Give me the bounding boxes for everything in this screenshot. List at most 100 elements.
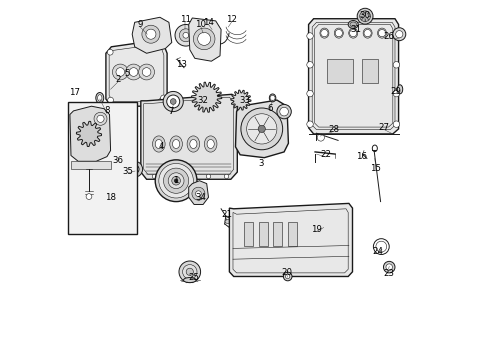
Circle shape xyxy=(193,28,215,50)
Circle shape xyxy=(179,261,200,283)
Circle shape xyxy=(202,93,211,102)
Text: 19: 19 xyxy=(310,225,321,234)
Circle shape xyxy=(246,114,276,144)
Ellipse shape xyxy=(397,85,402,94)
Text: 13: 13 xyxy=(176,60,186,69)
Circle shape xyxy=(395,31,402,38)
Text: 7: 7 xyxy=(167,107,173,116)
Ellipse shape xyxy=(224,219,231,224)
Text: 9: 9 xyxy=(137,20,142,29)
Circle shape xyxy=(320,30,327,37)
Circle shape xyxy=(335,30,342,37)
Circle shape xyxy=(197,32,210,45)
Circle shape xyxy=(170,99,176,104)
Circle shape xyxy=(237,97,244,103)
Circle shape xyxy=(85,130,93,138)
Ellipse shape xyxy=(155,140,162,149)
Text: 3: 3 xyxy=(258,159,263,168)
Ellipse shape xyxy=(187,136,199,152)
Circle shape xyxy=(349,30,356,37)
Text: 24: 24 xyxy=(371,248,383,256)
Circle shape xyxy=(306,62,313,68)
Circle shape xyxy=(145,29,156,39)
Circle shape xyxy=(159,163,193,198)
Text: 33: 33 xyxy=(239,96,249,105)
Circle shape xyxy=(258,125,265,132)
Ellipse shape xyxy=(206,140,214,149)
Circle shape xyxy=(356,8,372,24)
Circle shape xyxy=(129,68,138,76)
Bar xyxy=(258,222,267,246)
Circle shape xyxy=(378,30,385,37)
Text: 27: 27 xyxy=(378,123,389,132)
Text: 11: 11 xyxy=(179,15,190,24)
Circle shape xyxy=(152,174,156,179)
Ellipse shape xyxy=(169,136,182,152)
Circle shape xyxy=(224,174,228,179)
Circle shape xyxy=(269,95,275,100)
Circle shape xyxy=(359,11,370,22)
Text: 14: 14 xyxy=(203,18,214,27)
Text: 28: 28 xyxy=(327,125,339,134)
Text: 34: 34 xyxy=(195,193,206,202)
Circle shape xyxy=(383,261,394,273)
Circle shape xyxy=(112,64,128,80)
Circle shape xyxy=(168,173,183,189)
Text: 10: 10 xyxy=(195,20,205,29)
Circle shape xyxy=(182,265,197,279)
Polygon shape xyxy=(141,94,237,179)
Ellipse shape xyxy=(349,22,356,27)
Ellipse shape xyxy=(98,95,102,101)
Polygon shape xyxy=(132,17,171,53)
Circle shape xyxy=(97,115,104,122)
Circle shape xyxy=(174,179,178,183)
Text: 35: 35 xyxy=(122,166,133,176)
Circle shape xyxy=(163,168,188,193)
Circle shape xyxy=(283,272,291,281)
Text: 2: 2 xyxy=(115,76,120,85)
Ellipse shape xyxy=(152,136,165,152)
Circle shape xyxy=(285,274,289,279)
Circle shape xyxy=(86,194,92,199)
Circle shape xyxy=(306,33,313,39)
Text: 8: 8 xyxy=(104,107,109,116)
Circle shape xyxy=(133,167,136,171)
Polygon shape xyxy=(188,18,221,61)
Ellipse shape xyxy=(269,94,275,102)
Text: 18: 18 xyxy=(105,193,116,202)
Text: 15: 15 xyxy=(369,164,381,173)
Text: 6: 6 xyxy=(266,104,272,113)
Circle shape xyxy=(206,174,210,179)
Circle shape xyxy=(142,25,160,43)
Circle shape xyxy=(160,95,166,101)
Text: 21: 21 xyxy=(221,210,232,219)
Bar xyxy=(273,222,282,246)
Text: 20: 20 xyxy=(281,269,291,277)
Circle shape xyxy=(276,104,291,119)
Polygon shape xyxy=(235,100,288,158)
Text: 29: 29 xyxy=(389,87,400,96)
Circle shape xyxy=(179,29,192,42)
Polygon shape xyxy=(76,121,102,147)
Circle shape xyxy=(116,68,124,76)
Ellipse shape xyxy=(172,140,179,149)
Circle shape xyxy=(171,176,180,185)
Circle shape xyxy=(155,160,197,202)
Circle shape xyxy=(306,90,313,97)
Bar xyxy=(244,222,253,246)
Text: 31: 31 xyxy=(350,25,361,34)
Circle shape xyxy=(392,62,399,68)
Ellipse shape xyxy=(347,21,358,28)
Circle shape xyxy=(392,28,405,41)
Polygon shape xyxy=(230,90,250,110)
Polygon shape xyxy=(229,203,352,276)
Bar xyxy=(71,161,111,169)
Polygon shape xyxy=(106,40,167,106)
Ellipse shape xyxy=(189,140,197,149)
Circle shape xyxy=(125,64,141,80)
Text: 1: 1 xyxy=(173,176,179,185)
Circle shape xyxy=(363,30,370,37)
Ellipse shape xyxy=(334,28,343,38)
Circle shape xyxy=(163,91,183,112)
Bar xyxy=(326,59,352,83)
